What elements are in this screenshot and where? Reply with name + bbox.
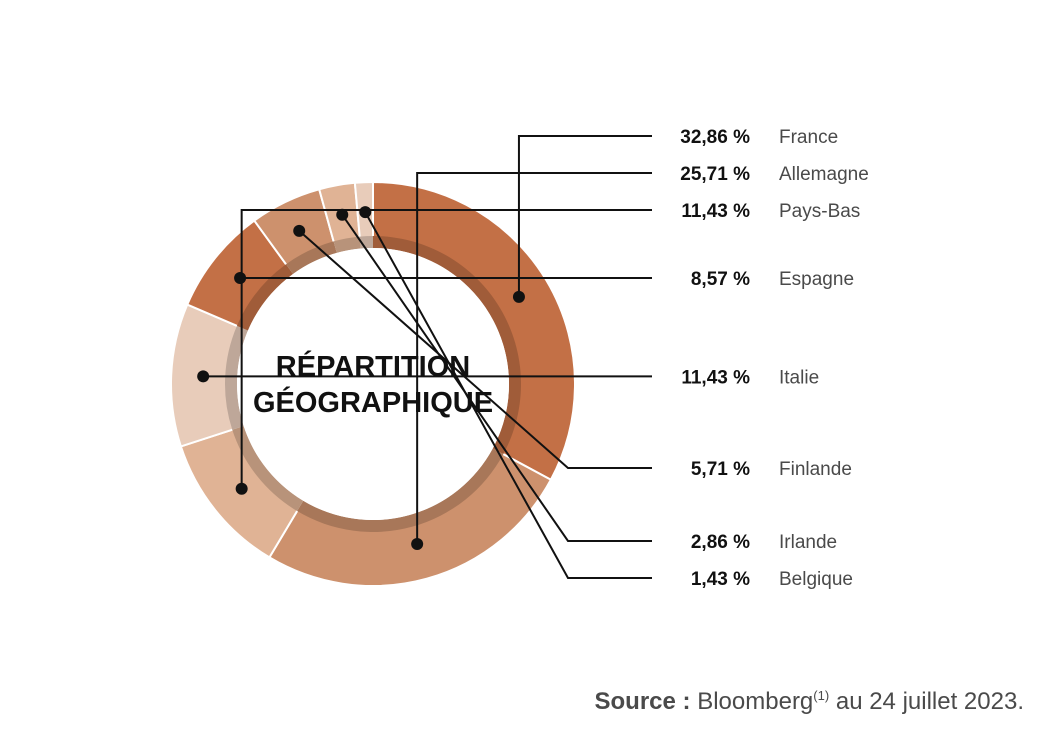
leader-dot-belgique — [359, 206, 372, 219]
center-title-line-1: RÉPARTITION — [276, 349, 470, 383]
value-label-espagne: 8,57 % — [691, 269, 750, 290]
leader-dot-finlande — [293, 224, 306, 237]
inner-ring — [225, 236, 521, 532]
donut-hole — [237, 248, 509, 520]
ring-finlande — [286, 241, 337, 274]
value-label-pays-bas: 11,43 % — [681, 201, 750, 222]
country-label-finlande: Finlande — [779, 459, 852, 480]
leader-line-belgique — [364, 211, 652, 579]
value-label-france: 32,86 % — [680, 127, 750, 148]
value-label-belgique: 1,43 % — [691, 569, 750, 590]
leader-line-irlande — [341, 214, 652, 542]
leader-line-allemagne — [416, 172, 652, 545]
leader-dot-italie — [197, 370, 210, 383]
value-label-irlande: 2,86 % — [691, 532, 750, 553]
leader-line-finlande — [298, 230, 652, 469]
country-label-france: France — [779, 127, 838, 148]
country-label-espagne: Espagne — [779, 269, 854, 290]
ring-espagne — [236, 264, 294, 331]
source-superscript: (1) — [813, 688, 830, 703]
source-label: Source : — [594, 688, 691, 715]
ring-france — [373, 236, 521, 455]
leader-dot-allemagne — [411, 538, 424, 551]
source-suffix: au 24 juillet 2023. — [835, 688, 1024, 715]
ring-allemagne — [297, 448, 504, 532]
country-label-pays-bas: Pays-Bas — [779, 201, 860, 222]
value-label-allemagne: 25,71 % — [680, 164, 750, 185]
donut-chart: RÉPARTITION GÉOGRAPHIQUE 32,86 % France 25… — [170, 127, 869, 590]
country-label-irlande: Irlande — [779, 532, 837, 553]
value-label-italie: 11,43 % — [681, 367, 750, 388]
source-text: Bloomberg — [697, 688, 814, 715]
legend-labels: 32,86 % France 25,71 % Allemagne 11,43 % Pays… — [680, 127, 869, 590]
ring-irlande — [333, 236, 361, 253]
ring-pays-bas — [232, 426, 304, 512]
leader-line-france — [517, 135, 652, 297]
value-label-finlande: 5,71 % — [691, 459, 750, 480]
source-note: Source : Bloomberg(1) au 24 juillet 2023… — [595, 688, 1024, 716]
leader-lines — [197, 135, 652, 579]
leader-line-pays-bas — [240, 209, 652, 489]
country-label-belgique: Belgique — [779, 569, 853, 590]
leader-dot-pays-bas — [235, 482, 248, 495]
center-title-line-2: GÉOGRAPHIQUE — [253, 385, 493, 419]
ring-italie — [225, 325, 248, 430]
country-label-italie: Italie — [779, 367, 819, 388]
leader-dot-irlande — [336, 208, 349, 221]
country-label-allemagne: Allemagne — [779, 164, 869, 185]
leader-dot-france — [512, 290, 525, 303]
leader-dot-espagne — [234, 272, 247, 285]
